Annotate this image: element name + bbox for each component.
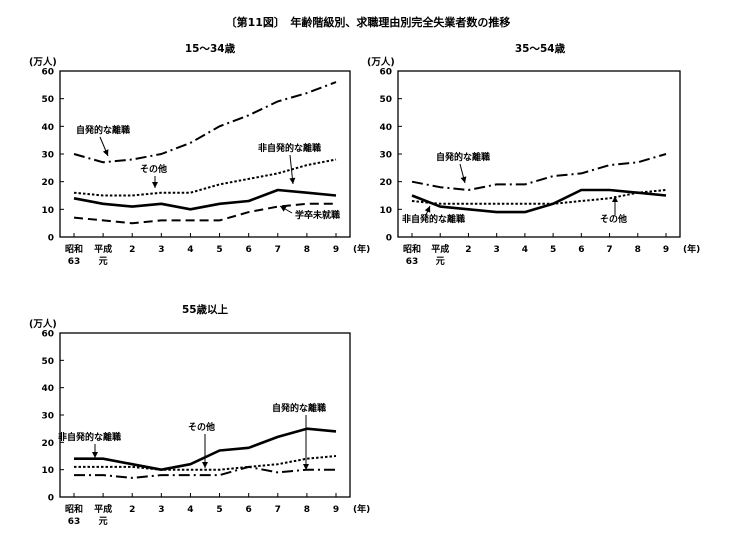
x-tick-label: 平成元 bbox=[94, 503, 112, 527]
y-tick-label: 0 bbox=[48, 494, 54, 504]
x-tick-label: 7 bbox=[275, 505, 281, 515]
y-tick-label: 20 bbox=[41, 439, 54, 449]
series-line-3 bbox=[411, 189, 667, 205]
figure-title: 〔第11図〕 年齢階級別、求職理由別完全失業者数の推移 bbox=[225, 16, 511, 29]
x-tick-label: 4 bbox=[187, 245, 193, 255]
panel-title: 15～34歳 bbox=[185, 42, 236, 55]
x-tick-label: 6 bbox=[578, 245, 584, 255]
series-annotation: 自発的な離職 bbox=[272, 402, 326, 414]
x-tick-label: 8 bbox=[635, 245, 641, 255]
y-tick-label: 60 bbox=[379, 68, 392, 78]
series-line-1 bbox=[73, 81, 337, 164]
x-tick-label: 5 bbox=[550, 245, 556, 255]
x-tick-label: 3 bbox=[158, 245, 164, 255]
y-tick-label: 10 bbox=[379, 206, 392, 216]
x-tick-label: 4 bbox=[522, 245, 528, 255]
x-tick-label: 8 bbox=[304, 505, 310, 515]
y-tick-label: 0 bbox=[48, 234, 54, 244]
chart-panel-2: 35～54歳 (万人) 0 10 20 30 40 50 60 昭和 63 平成元 2 3 4 5 6 7 8 9 (年… bbox=[367, 42, 700, 267]
series-line-4 bbox=[73, 202, 336, 225]
y-tick-label: 60 bbox=[41, 330, 54, 340]
x-tick-label: 8 bbox=[304, 245, 310, 255]
series-annotation: 自発的な離職 bbox=[436, 151, 490, 163]
y-tick-label: 30 bbox=[379, 151, 392, 161]
y-tick-label: 40 bbox=[41, 384, 54, 394]
x-tick-label: 2 bbox=[465, 245, 471, 255]
y-tick-label: 0 bbox=[386, 234, 392, 244]
x-tick-label: 6 bbox=[246, 505, 252, 515]
annotation-arrowhead bbox=[152, 182, 158, 188]
series-annotation: 非自発的な離職 bbox=[402, 213, 465, 225]
y-tick-label: 50 bbox=[379, 95, 392, 105]
y-tick-label: 60 bbox=[41, 68, 54, 78]
x-tick-label: 3 bbox=[494, 245, 500, 255]
panel-title: 35～54歳 bbox=[515, 42, 566, 55]
y-axis-unit: (万人) bbox=[29, 56, 57, 68]
series-annotation: 学卒未就職 bbox=[295, 209, 340, 221]
x-tick-label: 平成元 bbox=[431, 243, 449, 267]
annotation-arrowhead bbox=[424, 206, 431, 213]
annotation-arrowhead bbox=[102, 149, 109, 156]
x-tick-label: 平成元 bbox=[94, 243, 112, 267]
x-tick-label: 9 bbox=[663, 245, 669, 255]
annotation-arrowhead bbox=[289, 177, 296, 184]
x-tick-label: 2 bbox=[129, 505, 135, 515]
annotation-arrowhead bbox=[280, 206, 287, 212]
y-tick-label: 40 bbox=[379, 123, 392, 133]
series-line-2 bbox=[73, 188, 337, 211]
y-tick-label: 50 bbox=[41, 95, 54, 105]
x-axis-unit: (年) bbox=[683, 243, 700, 255]
annotation-arrowhead bbox=[92, 452, 98, 458]
series-line-3 bbox=[74, 455, 337, 471]
annotation-arrowhead bbox=[303, 464, 309, 470]
y-tick-label: 10 bbox=[41, 466, 54, 476]
x-tick-label: 6 bbox=[246, 245, 252, 255]
chart-panel-3: 55歳以上 (万人) 0 10 20 30 40 50 60 昭和 63 平成元 2 3 4 5 6 7 8 9 (年)… bbox=[29, 303, 370, 527]
y-tick-label: 30 bbox=[41, 412, 54, 422]
y-tick-label: 30 bbox=[41, 151, 54, 161]
y-tick-label: 40 bbox=[41, 123, 54, 133]
x-tick-label: 昭和 63 bbox=[65, 243, 83, 267]
x-axis-unit: (年) bbox=[353, 503, 370, 515]
annotation-arrowhead bbox=[612, 196, 618, 202]
x-axis-unit: (年) bbox=[353, 243, 370, 255]
y-tick-label: 20 bbox=[379, 178, 392, 188]
series-line-1 bbox=[74, 465, 336, 479]
x-tick-label: 7 bbox=[275, 245, 281, 255]
x-tick-label: 9 bbox=[333, 245, 339, 255]
series-line-1 bbox=[411, 153, 667, 191]
annotation-arrowhead bbox=[460, 176, 467, 183]
x-tick-label: 5 bbox=[216, 245, 222, 255]
x-tick-label: 昭和 63 bbox=[403, 243, 421, 267]
series-line-2 bbox=[411, 188, 667, 214]
x-tick-label: 2 bbox=[129, 245, 135, 255]
chart-panel-1: 15～34歳 (万人) 0 10 20 30 40 50 60 昭和 63 平成元 2 3 4 5 6 7 8 9 (年… bbox=[29, 42, 370, 267]
y-axis-unit: (万人) bbox=[367, 56, 395, 68]
series-line-3 bbox=[73, 158, 337, 197]
x-tick-label: 昭和 63 bbox=[65, 503, 83, 527]
y-tick-label: 50 bbox=[41, 357, 54, 367]
series-annotation: その他 bbox=[140, 163, 167, 175]
panel-title: 55歳以上 bbox=[182, 303, 229, 316]
y-tick-label: 20 bbox=[41, 178, 54, 188]
x-tick-label: 9 bbox=[333, 505, 339, 515]
x-tick-label: 7 bbox=[606, 245, 612, 255]
series-annotation: 自発的な離職 bbox=[76, 124, 130, 136]
x-tick-label: 3 bbox=[158, 505, 164, 515]
y-tick-label: 10 bbox=[41, 206, 54, 216]
series-annotation: その他 bbox=[600, 213, 627, 225]
series-annotation: その他 bbox=[188, 421, 215, 433]
series-annotation: 非自発的な離職 bbox=[258, 142, 321, 154]
annotation-arrowhead bbox=[202, 462, 208, 468]
x-tick-label: 4 bbox=[187, 505, 193, 515]
series-annotation: 非自発的な離職 bbox=[58, 431, 121, 443]
y-axis-unit: (万人) bbox=[29, 318, 57, 330]
x-tick-label: 5 bbox=[216, 505, 222, 515]
